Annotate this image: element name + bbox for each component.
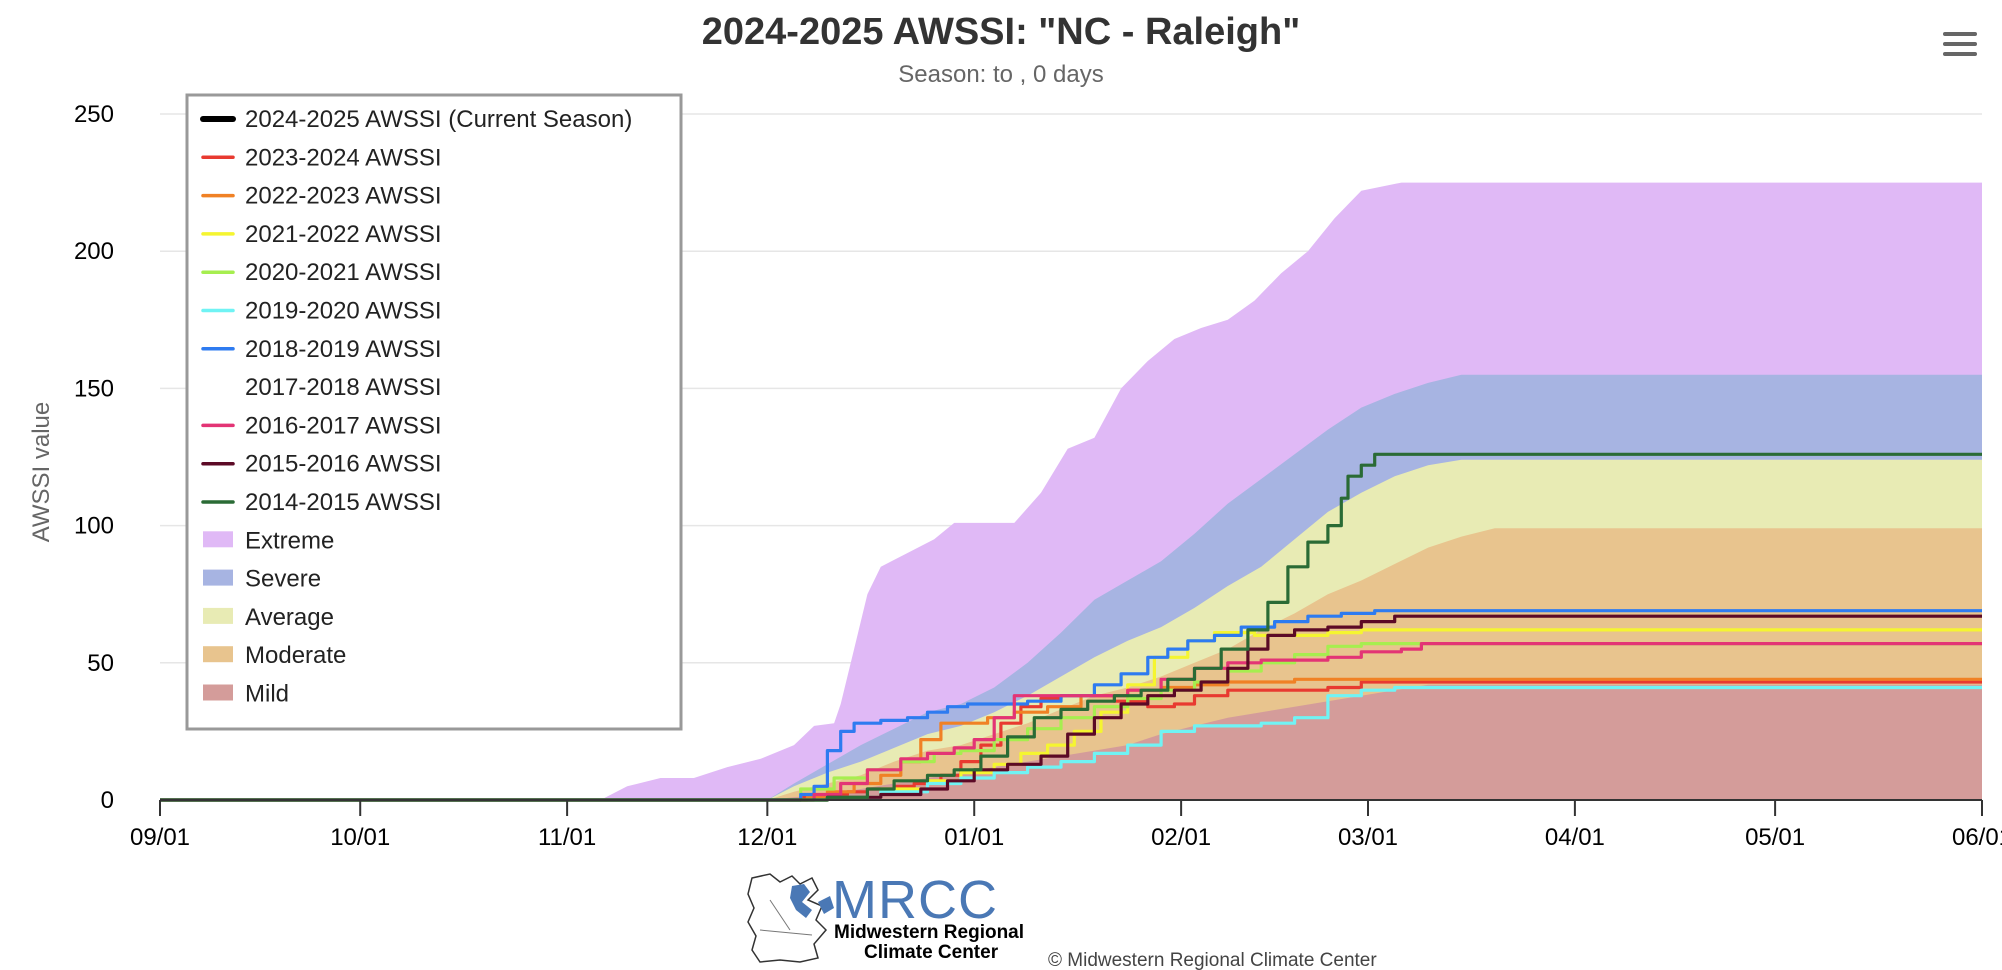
chart-subtitle: Season: to , 0 days [898,61,1103,88]
x-tick-label: 06/01 [1952,824,2002,851]
chart-title: 2024-2025 AWSSI: "NC - Raleigh" [702,11,1300,53]
legend-entry[interactable]: Mild [245,681,289,708]
legend-symbol [203,569,233,586]
legend-symbol [203,531,233,548]
menu-bar-middle[interactable] [1943,42,1977,46]
band-areas [160,182,1982,801]
legend-entry[interactable]: 2023-2024 AWSSI [245,144,442,171]
series-line-1 [160,680,1982,802]
x-tick-label: 12/01 [737,824,797,851]
great-lakes-map-logo [747,873,828,963]
y-tick-label: 200 [74,238,114,265]
band-mild [160,684,1982,800]
x-tick-label: 02/01 [1151,824,1211,851]
credit-text[interactable]: © Midwestern Regional Climate Center [1048,950,1377,970]
legend-box [185,93,683,731]
x-tick-label: 09/01 [130,824,190,851]
y-tick-label: 150 [74,375,114,402]
x-tick-label: 04/01 [1545,824,1605,851]
mrcc-logo-text: MRCC [832,870,998,930]
y-axis-title: AWSSI value [28,402,55,543]
legend-entry[interactable]: Severe [245,566,321,593]
legend-entry[interactable]: Average [245,604,334,631]
legend-symbol [203,607,233,624]
mrcc-logo: MRCC Midwestern Regional Climate Center [747,870,1024,963]
x-tick-label: 11/01 [538,824,596,851]
y-tick-label: 100 [74,513,114,540]
series-line-9 [160,614,1982,802]
legend-entry[interactable]: 2024-2025 AWSSI (Current Season) [245,106,632,133]
great-lakes-shape [790,884,834,918]
legend-entry[interactable]: 2014-2015 AWSSI [245,489,442,516]
menu-bar-bottom[interactable] [1943,52,1977,56]
legend-symbol [203,646,233,663]
x-axis-ticks: 09/01 10/01 11/01 12/01 01/01 02/01 03/01 04/01… [130,800,2002,851]
series-line-10 [160,452,1982,802]
series-line-8 [160,642,1982,802]
y-tick-label: 250 [74,101,114,128]
legend-entry[interactable]: 2018-2019 AWSSI [245,336,442,363]
menu-bar-top[interactable] [1943,32,1977,36]
mrcc-name-line2: Climate Center [864,942,999,963]
legend-entry[interactable]: 2017-2018 AWSSI [245,374,442,401]
legend-entry[interactable]: 2019-2020 AWSSI [245,298,442,325]
y-axis-labels: 0 50 100 150 200 250 [74,101,114,814]
legend-entry[interactable]: 2020-2021 AWSSI [245,259,442,286]
x-tick-label: 10/01 [330,824,390,851]
legend-entry[interactable]: 2021-2022 AWSSI [245,221,442,248]
legend-entry[interactable]: 2016-2017 AWSSI [245,412,442,439]
x-tick-label: 03/01 [1338,824,1398,851]
legend-symbol [203,684,233,701]
x-tick-label: 05/01 [1745,824,1805,851]
y-tick-label: 50 [87,650,114,677]
hamburger-menu-icon[interactable] [1943,32,1977,56]
legend-entry[interactable]: Extreme [245,527,334,554]
y-tick-label: 0 [101,787,114,814]
state-border-2 [759,929,813,936]
legend-entry[interactable]: Moderate [245,642,346,669]
legend-entry[interactable]: 2015-2016 AWSSI [245,451,442,478]
season-lines [160,452,1982,802]
legend: 2024-2025 AWSSI (Current Season) 2023-202… [185,93,683,731]
x-tick-label: 01/01 [944,824,1004,851]
legend-entry[interactable]: 2022-2023 AWSSI [245,183,442,210]
state-border-1 [769,899,791,931]
mrcc-name-line1: Midwestern Regional [834,922,1024,943]
